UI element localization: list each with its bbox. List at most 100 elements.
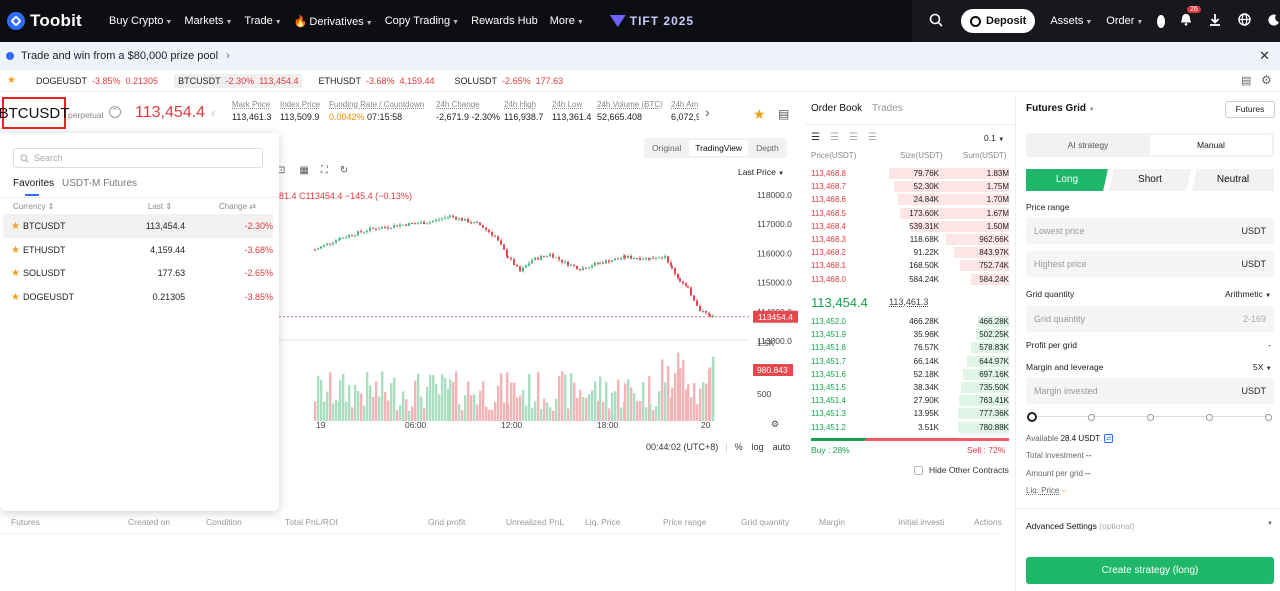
- tab-original[interactable]: Original: [652, 143, 682, 153]
- ask-row[interactable]: 113,468.0 584.24K 584.24K: [811, 273, 1009, 285]
- grid-quantity-input[interactable]: Grid quantity 2-169: [1026, 306, 1274, 332]
- chevron-right-icon[interactable]: ›: [226, 50, 230, 62]
- close-icon[interactable]: ✕: [1259, 48, 1270, 63]
- toobit-logo[interactable]: Toobit: [7, 11, 97, 31]
- ticker-item[interactable]: BTCUSDT -2.30% 113,454.4: [174, 73, 303, 88]
- globe-icon[interactable]: [1238, 13, 1251, 29]
- highest-price-input[interactable]: Highest price USDT: [1026, 251, 1274, 277]
- layout-both-icon[interactable]: ☰: [811, 132, 820, 143]
- time-settings-icon[interactable]: ⚙: [771, 419, 780, 429]
- tab-neutral[interactable]: Neutral: [1192, 169, 1274, 191]
- layout-split-icon[interactable]: ☰: [867, 132, 877, 143]
- dark-mode-icon[interactable]: [1268, 14, 1280, 29]
- tab-ai-strategy[interactable]: AI strategy: [1067, 140, 1109, 150]
- chevron-down-icon[interactable]: ▼: [1267, 521, 1273, 527]
- bid-row[interactable]: 113,451.8 76.57K 578.83K: [811, 342, 1009, 354]
- price-type-select[interactable]: Last Price ▼: [738, 167, 785, 177]
- tab-long[interactable]: Long: [1026, 169, 1108, 191]
- nav-more[interactable]: More ▼: [549, 15, 584, 27]
- candlestick-chart[interactable]: 118000.0117000.0116000.0115000.0114000.0…: [279, 188, 799, 438]
- camera-icon[interactable]: ⊡: [277, 165, 286, 176]
- ticker-item[interactable]: ETHUSDT -3.68% 4,159.44: [318, 75, 435, 86]
- scroll-right-icon[interactable]: ›: [705, 104, 710, 120]
- tab-favorites[interactable]: Favorites: [13, 178, 55, 189]
- nav-assets[interactable]: Assets ▼: [1050, 15, 1093, 27]
- tab-order-book[interactable]: Order Book: [811, 103, 863, 114]
- ask-row[interactable]: 113,468.2 91.22K 843.97K: [811, 247, 1009, 259]
- col-last[interactable]: Last ⇕: [148, 202, 173, 211]
- tab-manual[interactable]: Manual: [1150, 135, 1272, 155]
- search-input[interactable]: Search: [13, 148, 263, 168]
- futures-button[interactable]: Futures: [1225, 101, 1275, 118]
- bell-icon[interactable]: 26: [1180, 6, 1201, 29]
- lowest-price-input[interactable]: Lowest price USDT: [1026, 218, 1274, 244]
- star-icon[interactable]: ★: [11, 220, 20, 232]
- checkbox[interactable]: [914, 465, 923, 475]
- bid-row[interactable]: 113,451.9 35.96K 502.25K: [811, 329, 1009, 341]
- indicators-icon[interactable]: ▦: [299, 165, 309, 176]
- tab-usdt-futures[interactable]: USDT-M Futures: [62, 178, 138, 189]
- download-icon[interactable]: [1209, 13, 1221, 29]
- col-change[interactable]: Change ⇄: [219, 202, 256, 211]
- scroll-left-icon[interactable]: ‹: [211, 106, 215, 120]
- info-book-icon[interactable]: ▤: [778, 107, 790, 121]
- chevron-up-icon[interactable]: ⌃: [109, 106, 121, 118]
- bid-row[interactable]: 113,452.0 466.28K 466.28K: [811, 316, 1009, 327]
- hide-other-contracts[interactable]: Hide Other Contracts: [914, 465, 1044, 475]
- tick-size-select[interactable]: 0.1 ▼: [984, 133, 1005, 143]
- star-icon[interactable]: ★: [11, 267, 20, 279]
- leverage-select[interactable]: 5X ▼: [1253, 362, 1272, 372]
- bid-row[interactable]: 113,451.6 52.18K 697.16K: [811, 368, 1009, 380]
- bid-row[interactable]: 113,451.4 27.90K 763.41K: [811, 395, 1009, 407]
- star-icon[interactable]: ★: [11, 244, 20, 256]
- list-item[interactable]: ★ ETHUSDT 4,159.44 -3.68%: [11, 244, 273, 256]
- nav-copy-trading[interactable]: Copy Trading ▼: [384, 15, 460, 27]
- deposit-button[interactable]: Deposit: [961, 9, 1036, 33]
- nav-rewards-hub[interactable]: Rewards Hub: [471, 15, 538, 27]
- ask-row[interactable]: 113,468.4 539.31K 1.50M: [811, 220, 1009, 232]
- fullscreen-icon[interactable]: ⛶: [320, 165, 328, 176]
- percent-toggle[interactable]: %: [734, 442, 743, 452]
- reset-icon[interactable]: ↻: [339, 165, 349, 176]
- auto-toggle[interactable]: auto: [772, 442, 791, 452]
- ask-row[interactable]: 113,468.5 173.60K 1.67M: [811, 207, 1009, 219]
- layout-asks-icon[interactable]: ☰: [848, 132, 858, 143]
- settings-gear-icon[interactable]: ⚙: [1261, 73, 1272, 87]
- ticker-item[interactable]: SOLUSDT -2.65% 177.63: [454, 75, 564, 86]
- ticker-item[interactable]: DOGEUSDT -3.85% 0.21305: [35, 75, 159, 86]
- ask-row[interactable]: 113,468.3 118.68K 962.66K: [811, 234, 1009, 245]
- bid-row[interactable]: 113,451.2 3.51K 780.88K: [811, 421, 1009, 433]
- tab-trades[interactable]: Trades: [872, 103, 903, 114]
- tab-short[interactable]: Short: [1109, 169, 1191, 191]
- ask-row[interactable]: 113,468.1 168.50K 752.74K: [811, 260, 1009, 272]
- tab-depth[interactable]: Depth: [756, 143, 779, 153]
- bid-row[interactable]: 113,451.3 13.95K 777.36K: [811, 408, 1009, 420]
- banner-text[interactable]: Trade and win from a $80,000 prize pool: [21, 50, 219, 62]
- bid-row[interactable]: 113,451.5 38.34K 735.50K: [811, 382, 1009, 393]
- symbol-selector[interactable]: BTCUSDT: [0, 97, 69, 129]
- col-currency[interactable]: Currency ⇕: [13, 202, 55, 211]
- ask-row[interactable]: 113,468.7 52.30K 1.75M: [811, 181, 1009, 193]
- star-icon[interactable]: ★: [11, 291, 20, 303]
- utc-clock[interactable]: 00:44:02 (UTC+8): [646, 442, 719, 452]
- nav-derivatives[interactable]: 🔥 Derivatives ▼: [293, 15, 373, 28]
- list-item[interactable]: ★ SOLUSDT 177.63 -2.65%: [11, 267, 273, 279]
- list-item[interactable]: ★ BTCUSDT 113,454.4 -2.30%: [3, 214, 273, 238]
- margin-input[interactable]: Margin invested USDT: [1026, 378, 1274, 404]
- advanced-settings[interactable]: Advanced Settings (optional): [1026, 521, 1135, 531]
- ask-row[interactable]: 113,468.8 79.76K 1.83M: [811, 168, 1009, 179]
- tab-tradingview[interactable]: TradingView: [689, 140, 749, 156]
- favorites-star-icon[interactable]: ★: [7, 75, 16, 86]
- bid-row[interactable]: 113,451.7 66.14K 644.97K: [811, 355, 1009, 367]
- grid-mode-select[interactable]: Arithmetic ▼: [1225, 289, 1272, 299]
- slider-handle[interactable]: [1027, 412, 1037, 422]
- nav-buy-crypto[interactable]: Buy Crypto ▼: [109, 15, 173, 27]
- nav-markets[interactable]: Markets ▼: [184, 15, 233, 27]
- create-strategy-button[interactable]: Create strategy (long): [1026, 557, 1274, 584]
- ask-row[interactable]: 113,468.6 24.84K 1.70M: [811, 194, 1009, 206]
- transfer-icon[interactable]: ⇄: [1104, 434, 1114, 443]
- favorite-star-icon[interactable]: ★: [753, 106, 766, 122]
- nav-order[interactable]: Order ▼: [1106, 15, 1144, 27]
- list-item[interactable]: ★ DOGEUSDT 0.21305 -3.85%: [11, 291, 273, 303]
- nav-trade[interactable]: Trade ▼: [244, 15, 282, 27]
